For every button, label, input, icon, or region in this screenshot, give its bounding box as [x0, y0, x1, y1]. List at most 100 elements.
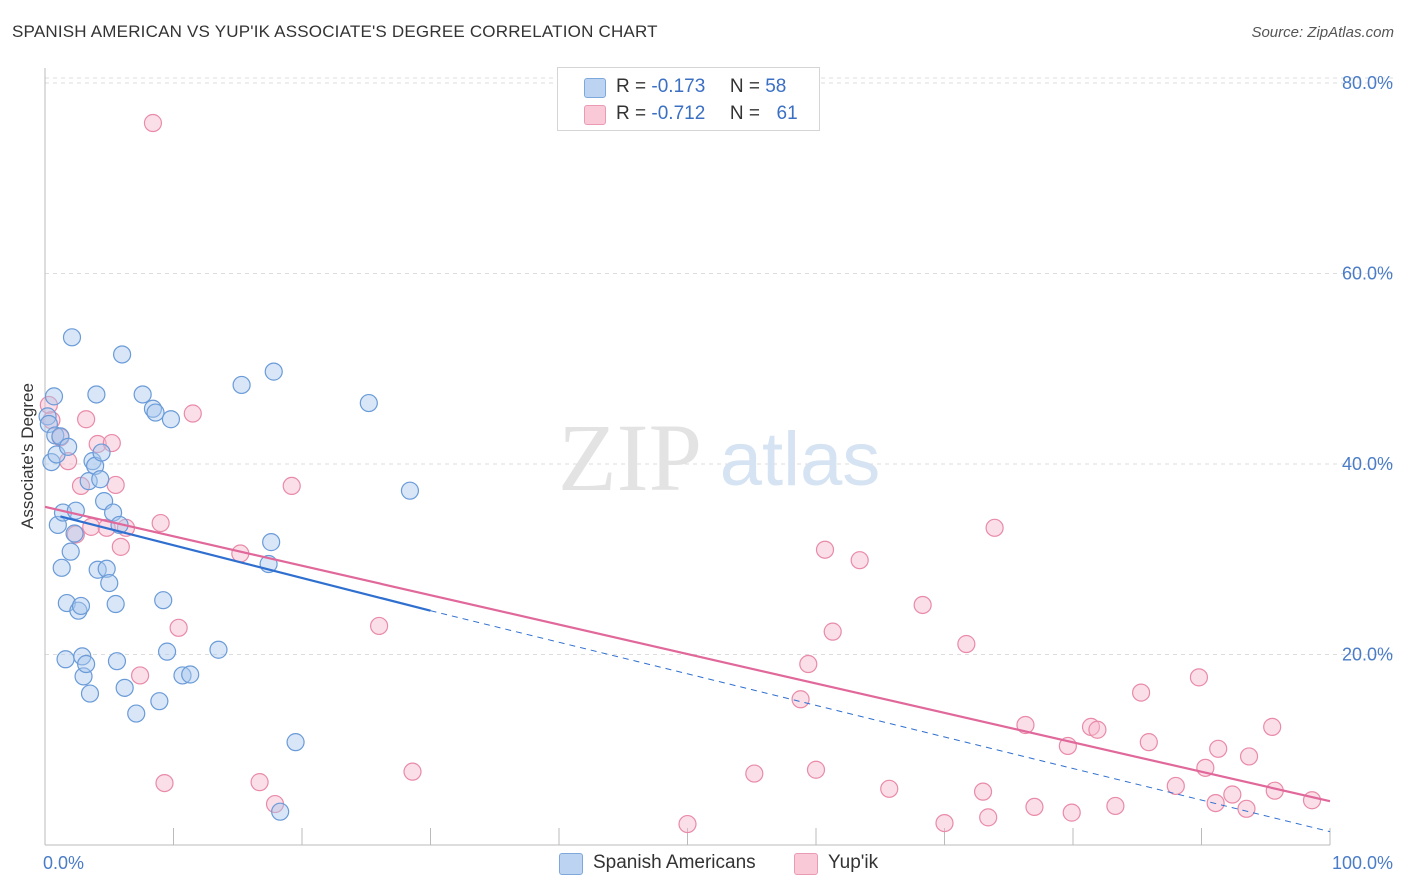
y-tick-label: 20.0%: [1342, 645, 1393, 665]
data-point: [1302, 791, 1322, 810]
legend-r-label: R =: [616, 103, 647, 124]
data-point: [850, 551, 869, 570]
data-point: [1106, 796, 1125, 816]
data-point: [65, 524, 84, 543]
trend-line-spanish-americans: [60, 515, 431, 612]
data-point: [880, 779, 899, 798]
data-point: [146, 403, 165, 422]
data-point: [286, 733, 305, 752]
data-point: [1132, 683, 1151, 702]
data-point: [88, 434, 107, 454]
data-point: [150, 692, 169, 711]
data-point: [80, 684, 100, 703]
data-point: [400, 481, 420, 500]
legend-swatch-pink: [584, 105, 606, 125]
data-point: [1088, 720, 1107, 739]
data-point: [157, 642, 177, 661]
data-point: [209, 640, 228, 659]
data-point: [111, 537, 130, 556]
data-point: [791, 690, 810, 709]
data-point: [71, 596, 91, 616]
data-point: [935, 813, 954, 833]
data-point: [1223, 785, 1242, 804]
trend-lines: [44, 505, 1331, 833]
data-point: [678, 814, 697, 834]
data-point: [359, 393, 378, 413]
data-point: [154, 591, 173, 610]
data-point: [106, 594, 125, 614]
data-point: [913, 595, 932, 615]
data-point: [1062, 803, 1081, 822]
chart-title: SPANISH AMERICAN VS YUP'IK ASSOCIATE'S D…: [12, 22, 658, 41]
data-point: [957, 634, 976, 654]
data-point: [1209, 739, 1228, 758]
data-point: [173, 666, 192, 685]
data-point: [250, 773, 269, 792]
data-point: [59, 437, 78, 456]
data-point: [44, 387, 64, 406]
data-point: [115, 678, 134, 697]
data-point: [979, 808, 998, 827]
data-point: [282, 476, 301, 496]
data-point: [370, 616, 389, 636]
y-tick-label: 60.0%: [1342, 264, 1393, 284]
data-point: [106, 475, 125, 495]
data-point: [143, 113, 163, 133]
data-point: [973, 782, 993, 801]
data-point: [183, 404, 202, 423]
data-point: [169, 618, 188, 637]
data-point: [107, 652, 127, 671]
legend-swatch-blue: [584, 78, 606, 98]
data-point: [1263, 717, 1282, 736]
data-point: [181, 665, 200, 684]
data-point: [1189, 668, 1209, 687]
data-point: [46, 426, 65, 445]
bottom-legend-swatch-blue: [559, 853, 583, 875]
watermark: ZIP atlas: [558, 404, 880, 511]
spanish-american-points: [38, 328, 420, 821]
legend-n-value: 58: [765, 76, 787, 97]
x-tick-label: 100.0%: [1332, 853, 1393, 873]
data-point: [815, 540, 835, 559]
data-point: [262, 533, 281, 552]
y-axis-label: Associate's Degree: [18, 383, 37, 529]
data-point: [100, 573, 119, 593]
data-point: [61, 542, 80, 561]
bottom-legend-swatch-pink: [794, 853, 818, 875]
watermark-atlas: atlas: [720, 417, 881, 502]
data-point: [66, 501, 85, 520]
data-point: [39, 414, 58, 434]
y-tick-label: 80.0%: [1342, 73, 1393, 93]
data-point: [92, 443, 111, 462]
data-point: [161, 410, 181, 429]
data-point: [62, 328, 82, 347]
trend-line-spanish-americans-projection: [430, 610, 1331, 833]
x-tick-label: 0.0%: [43, 853, 84, 873]
grid-lines: [45, 77, 1395, 655]
data-point: [264, 362, 283, 381]
data-point: [66, 525, 85, 544]
legend-n-label: N =: [729, 103, 760, 124]
data-point: [112, 345, 132, 364]
data-point: [77, 654, 96, 674]
data-point: [52, 558, 71, 577]
data-point: [1025, 797, 1044, 817]
data-point: [1166, 776, 1185, 796]
legend-n-value: 61: [776, 103, 798, 124]
data-point: [1239, 747, 1259, 766]
data-point: [1237, 799, 1256, 818]
data-point: [806, 760, 826, 779]
bottom-legend-label: Yup'ik: [828, 852, 879, 873]
legend-r-label: R =: [616, 76, 647, 97]
bottom-legend-label: Spanish Americans: [593, 852, 756, 873]
data-point: [799, 654, 818, 674]
y-tick-label: 40.0%: [1342, 454, 1393, 474]
legend-r-value: -0.712: [651, 103, 706, 124]
chart-source: Source: ZipAtlas.com: [1251, 24, 1394, 41]
data-point: [91, 470, 110, 489]
data-point: [745, 764, 764, 783]
y-tick-labels: 20.0% 40.0% 60.0% 80.0%: [1342, 73, 1393, 665]
data-point: [133, 385, 152, 404]
data-point: [77, 410, 96, 429]
data-point: [823, 622, 842, 641]
